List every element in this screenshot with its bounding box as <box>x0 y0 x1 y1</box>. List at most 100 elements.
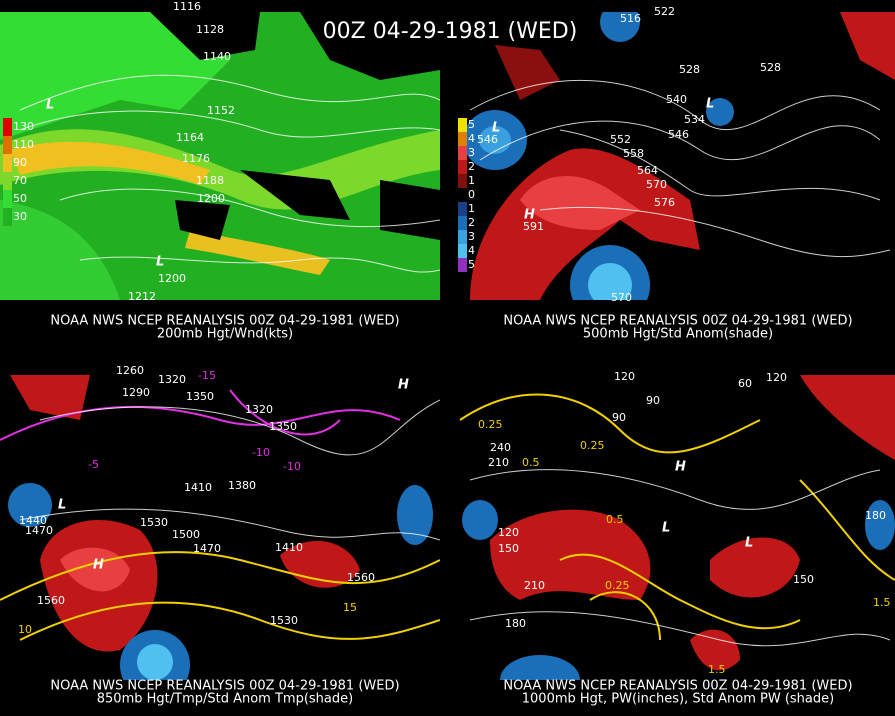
contour-label: 1140 <box>203 50 231 63</box>
contour-label: 1260 <box>116 364 144 377</box>
contour-label: 150 <box>793 573 814 586</box>
legend-label: 0 <box>468 188 475 201</box>
contour-label: 240 <box>490 441 511 454</box>
legend-200mb: 130 110 90 70 50 30 <box>3 118 34 226</box>
panel-1000mb <box>455 375 895 680</box>
contour-label: 1470 <box>25 524 53 537</box>
contour-label: 1152 <box>207 104 235 117</box>
isotherm-label: -10 <box>252 446 270 459</box>
isotherm-label: -5 <box>88 458 99 471</box>
contour-label: 1380 <box>228 479 256 492</box>
high-marker: H <box>675 460 686 475</box>
contour-label: 1500 <box>172 528 200 541</box>
contour-label: 1176 <box>182 152 210 165</box>
low-marker: L <box>58 498 66 513</box>
high-marker: H <box>524 208 535 223</box>
pw-label: 0.25 <box>580 439 605 452</box>
isotherm-label: 10 <box>18 623 32 636</box>
high-marker: H <box>398 378 409 393</box>
legend-label: 70 <box>13 174 27 187</box>
legend-label: 110 <box>13 138 34 151</box>
contour-label: 1560 <box>347 571 375 584</box>
contour-label: 120 <box>614 370 635 383</box>
legend-label: 1 <box>468 202 475 215</box>
contour-label: 1128 <box>196 23 224 36</box>
legend-label: 3 <box>468 230 475 243</box>
contour-label: 210 <box>488 456 509 469</box>
panel-850mb <box>0 375 440 680</box>
legend-label: 90 <box>13 156 27 169</box>
contour-label: 528 <box>760 61 781 74</box>
contour-label: 1200 <box>158 272 186 285</box>
pw-label: 1.5 <box>873 596 891 609</box>
legend-label: 50 <box>13 192 27 205</box>
panel-200mb <box>0 12 440 300</box>
contour-label: 1200 <box>197 192 225 205</box>
legend-label: 4 <box>468 244 475 257</box>
legend-label: 130 <box>13 120 34 133</box>
labels-500mb: 516 522 528 528 540 534 546 552 558 564 … <box>477 5 781 304</box>
pw-label: 0.25 <box>605 579 630 592</box>
panel-subtitle: 200mb Hgt/Wnd(kts) <box>157 327 293 342</box>
contour-label: 1350 <box>186 390 214 403</box>
labels-1000mb: 120 90 60 90 120 240 210 180 0.25 0.5 0.… <box>478 370 891 676</box>
contour-label: 1212 <box>128 290 156 303</box>
pw-label: 0.25 <box>478 418 503 431</box>
contour-label: 540 <box>666 93 687 106</box>
contour-label: 546 <box>668 128 689 141</box>
contour-label: 90 <box>646 394 660 407</box>
contour-label: 1320 <box>245 403 273 416</box>
legend-500mb: 5 4 3 2 1 0 1 2 3 4 5 <box>458 118 475 272</box>
contour-label: 120 <box>498 526 519 539</box>
contour-label: 150 <box>498 542 519 555</box>
high-marker: H <box>93 558 104 573</box>
isotherm-label: -15 <box>198 369 216 382</box>
panel-caption: NOAA NWS NCEP REANALYSIS 00Z 04-29-1981 … <box>50 679 399 694</box>
contour-label: 1116 <box>173 0 201 13</box>
contour-label: 210 <box>524 579 545 592</box>
labels-850mb: 1260 1290 1320 1350 1320 1350 1410 1380 … <box>18 364 409 636</box>
contour-label: 1290 <box>122 386 150 399</box>
legend-label: 5 <box>468 118 475 131</box>
low-marker: L <box>156 255 164 270</box>
legend-label: 4 <box>468 132 475 145</box>
contour-label: 1470 <box>193 542 221 555</box>
low-marker: L <box>706 97 714 112</box>
contour-label: 546 <box>477 133 498 146</box>
contour-label: 534 <box>684 113 705 126</box>
panel-subtitle: 1000mb Hgt, PW(inches), Std Anom PW (sha… <box>522 692 834 707</box>
panel-500mb <box>455 12 895 300</box>
contour-label: 1530 <box>270 614 298 627</box>
map-title: 00Z 04-29-1981 (WED) <box>323 19 578 44</box>
contour-label: 522 <box>654 5 675 18</box>
low-marker: L <box>745 536 753 551</box>
contour-label: 558 <box>623 147 644 160</box>
contour-label: 180 <box>865 509 886 522</box>
legend-label: 2 <box>468 160 475 173</box>
legend-label: 3 <box>468 146 475 159</box>
contour-label: 90 <box>612 411 626 424</box>
contour-label: 570 <box>646 178 667 191</box>
panel-subtitle: 500mb Hgt/Std Anom(shade) <box>583 327 773 342</box>
contour-label: 60 <box>738 377 752 390</box>
low-marker: L <box>492 121 500 136</box>
contour-label: 1164 <box>176 131 204 144</box>
panel-caption: NOAA NWS NCEP REANALYSIS 00Z 04-29-1981 … <box>50 314 399 329</box>
contour-label: 552 <box>610 133 631 146</box>
contour-label: 1188 <box>196 174 224 187</box>
panel-caption: NOAA NWS NCEP REANALYSIS 00Z 04-29-1981 … <box>503 679 852 694</box>
panel-subtitle: 850mb Hgt/Tmp/Std Anom Tmp(shade) <box>97 692 353 707</box>
contour-label: 528 <box>679 63 700 76</box>
low-marker: L <box>46 98 54 113</box>
contour-label: 1440 <box>19 514 47 527</box>
contour-label: 1320 <box>158 373 186 386</box>
pw-label: 0.5 <box>522 456 540 469</box>
contour-label: 591 <box>523 220 544 233</box>
contour-label: 570 <box>611 291 632 304</box>
legend-label: 1 <box>468 174 475 187</box>
contour-label: 1560 <box>37 594 65 607</box>
contour-label: 180 <box>505 617 526 630</box>
isotherm-label: 15 <box>343 601 357 614</box>
legend-label: 30 <box>13 210 27 223</box>
